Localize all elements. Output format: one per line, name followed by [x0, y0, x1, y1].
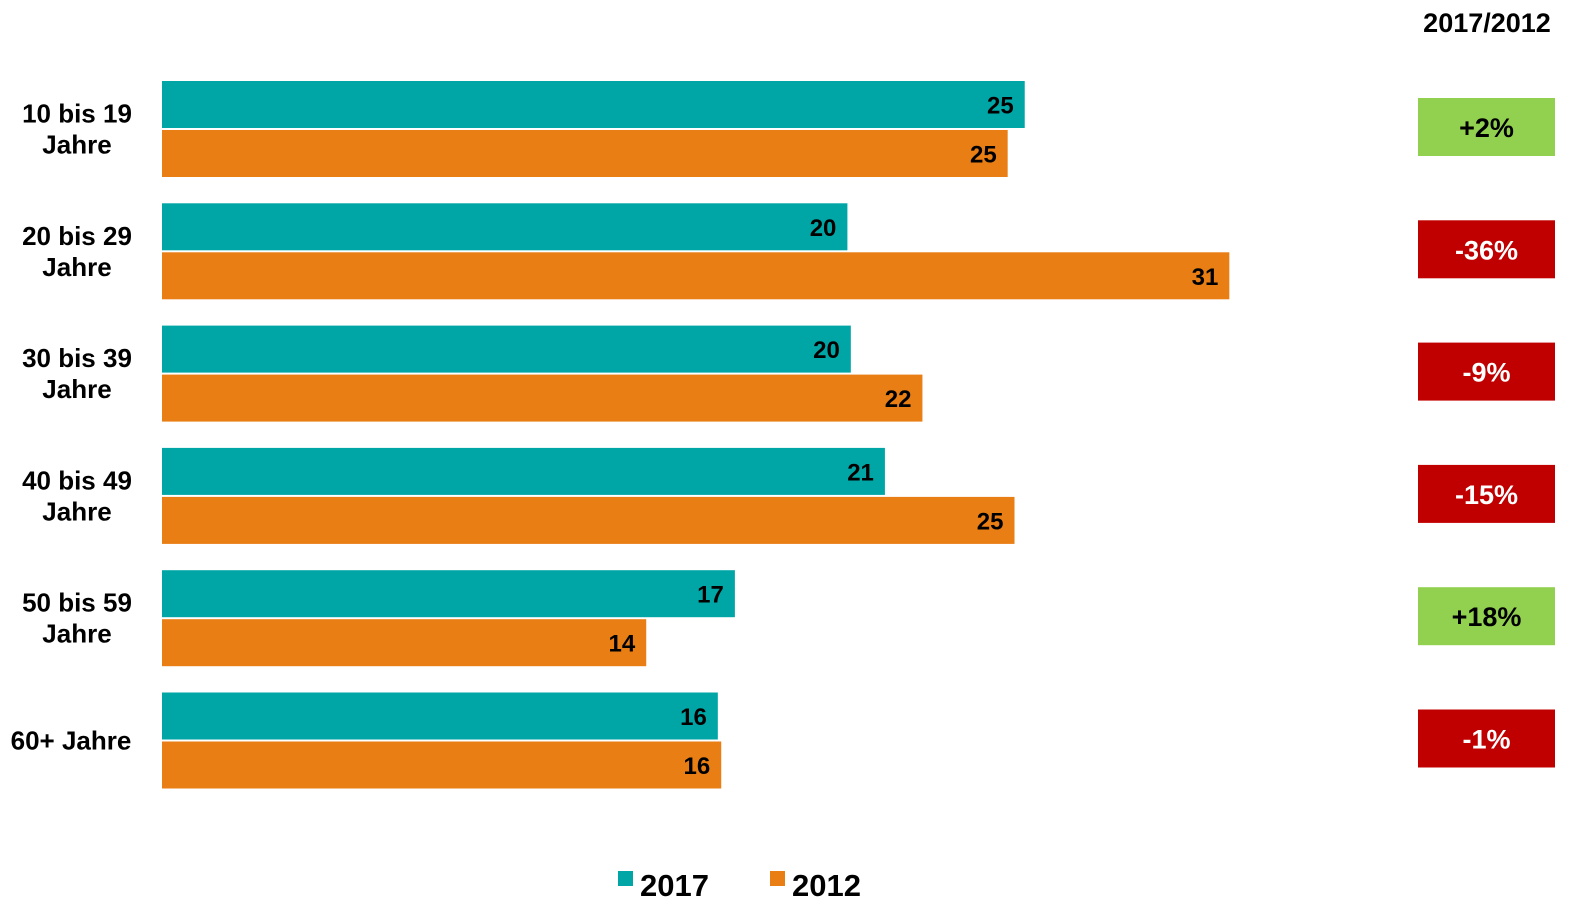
- data-label-2012: 25: [977, 508, 1004, 535]
- category-label-line: 40 bis 49: [22, 465, 132, 495]
- category-label-line: 50 bis 59: [22, 588, 132, 618]
- bar-2012: [162, 130, 1008, 177]
- data-label-2012: 14: [609, 631, 636, 658]
- bar-2012: [162, 374, 923, 422]
- bar-2017: [162, 203, 848, 251]
- data-label-2012: 25: [970, 142, 997, 169]
- legend: 2017 2012: [618, 868, 861, 903]
- category-label-line: Jahre: [42, 619, 111, 649]
- bar-2012: [162, 741, 722, 789]
- change-box: [1418, 98, 1555, 156]
- bar-2017: [162, 81, 1025, 128]
- data-label-2012: 22: [885, 386, 912, 413]
- category-label: 40 bis 49 Jahre: [22, 465, 132, 526]
- change-header: 2017/2012: [1423, 8, 1551, 38]
- category-label-line: 30 bis 39: [22, 343, 132, 373]
- category-label: 50 bis 59 Jahre: [22, 588, 132, 649]
- bar-2012: [162, 252, 1230, 300]
- bar-2017: [162, 692, 718, 740]
- bar-2017: [162, 325, 851, 373]
- category-label-line: 20 bis 29: [22, 221, 132, 251]
- change-label: +18%: [1452, 602, 1522, 632]
- category-label-line: 10 bis 19: [22, 99, 132, 129]
- data-label-2012: 31: [1192, 264, 1219, 291]
- category-label-line: Jahre: [42, 374, 111, 404]
- legend-swatch-2012: [770, 871, 785, 886]
- category-label: 20 bis 29 Jahre: [22, 221, 132, 282]
- data-label-2017: 16: [680, 704, 707, 731]
- change-label: -36%: [1455, 235, 1518, 265]
- change-box: [1418, 709, 1555, 768]
- data-label-2017: 20: [813, 337, 840, 364]
- data-label-2017: 17: [697, 582, 724, 609]
- category-label-line: Jahre: [42, 130, 111, 160]
- legend-label-2012: 2012: [792, 868, 861, 903]
- change-box: [1418, 587, 1555, 646]
- category-label: 60+ Jahre: [11, 726, 132, 756]
- change-label: +2%: [1459, 113, 1514, 143]
- legend-label-2017: 2017: [640, 868, 709, 903]
- change-label: -9%: [1462, 358, 1510, 388]
- bar-2017: [162, 570, 735, 618]
- category-label-line: 60+ Jahre: [11, 726, 132, 756]
- data-label-2017: 21: [847, 459, 874, 486]
- category-label-line: Jahre: [42, 496, 111, 526]
- category-label: 30 bis 39 Jahre: [22, 343, 132, 404]
- category-label: 10 bis 19 Jahre: [22, 99, 132, 160]
- data-label-2017: 25: [987, 93, 1014, 120]
- change-box: [1418, 464, 1555, 523]
- bar-2012: [162, 619, 647, 667]
- legend-swatch-2017: [618, 871, 633, 886]
- data-label-2012: 16: [684, 753, 711, 780]
- change-box: [1418, 220, 1555, 279]
- data-label-2017: 20: [810, 215, 837, 242]
- bar-2012: [162, 496, 1015, 544]
- bar-2017: [162, 447, 885, 495]
- change-box: [1418, 342, 1555, 401]
- changes-group: +2% -36% -9% -15% +18% -1%: [1418, 98, 1555, 768]
- change-label: -1%: [1462, 725, 1510, 755]
- category-label-line: Jahre: [42, 252, 111, 282]
- change-label: -15%: [1455, 480, 1518, 510]
